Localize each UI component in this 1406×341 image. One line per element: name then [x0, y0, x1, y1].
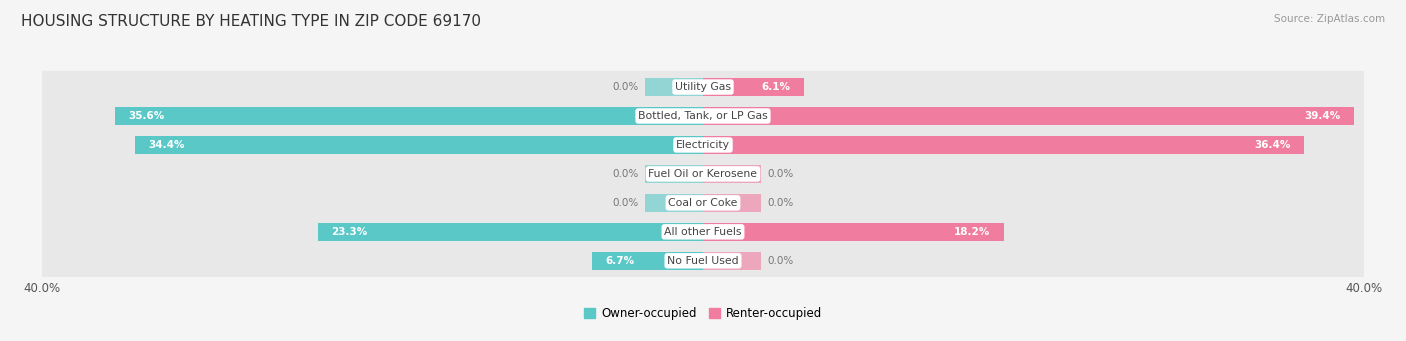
- Text: 0.0%: 0.0%: [613, 82, 638, 92]
- Text: 0.0%: 0.0%: [768, 256, 793, 266]
- Bar: [135, 136, 703, 154]
- Bar: [703, 136, 1305, 154]
- Text: Bottled, Tank, or LP Gas: Bottled, Tank, or LP Gas: [638, 111, 768, 121]
- Text: 0.0%: 0.0%: [768, 169, 793, 179]
- Text: Coal or Coke: Coal or Coke: [668, 198, 738, 208]
- Bar: [703, 252, 761, 270]
- FancyBboxPatch shape: [35, 244, 1371, 277]
- Text: 34.4%: 34.4%: [148, 140, 184, 150]
- Text: Utility Gas: Utility Gas: [675, 82, 731, 92]
- FancyBboxPatch shape: [35, 187, 1371, 219]
- Text: 0.0%: 0.0%: [613, 169, 638, 179]
- Text: 39.4%: 39.4%: [1305, 111, 1341, 121]
- Bar: [318, 223, 703, 241]
- Bar: [592, 252, 703, 270]
- FancyBboxPatch shape: [35, 100, 1371, 132]
- Bar: [703, 78, 804, 96]
- Bar: [703, 165, 761, 183]
- Text: Electricity: Electricity: [676, 140, 730, 150]
- Text: 18.2%: 18.2%: [955, 227, 990, 237]
- Bar: [645, 165, 703, 183]
- Text: 36.4%: 36.4%: [1254, 140, 1291, 150]
- Bar: [703, 194, 761, 212]
- Legend: Owner-occupied, Renter-occupied: Owner-occupied, Renter-occupied: [583, 307, 823, 320]
- FancyBboxPatch shape: [35, 71, 1371, 103]
- Text: 6.1%: 6.1%: [762, 82, 790, 92]
- Text: 35.6%: 35.6%: [128, 111, 165, 121]
- Bar: [115, 107, 703, 125]
- Text: 0.0%: 0.0%: [768, 198, 793, 208]
- FancyBboxPatch shape: [35, 216, 1371, 248]
- Bar: [703, 107, 1354, 125]
- Text: Source: ZipAtlas.com: Source: ZipAtlas.com: [1274, 14, 1385, 24]
- FancyBboxPatch shape: [35, 129, 1371, 161]
- Text: Fuel Oil or Kerosene: Fuel Oil or Kerosene: [648, 169, 758, 179]
- Text: 0.0%: 0.0%: [613, 198, 638, 208]
- Bar: [703, 223, 1004, 241]
- Text: HOUSING STRUCTURE BY HEATING TYPE IN ZIP CODE 69170: HOUSING STRUCTURE BY HEATING TYPE IN ZIP…: [21, 14, 481, 29]
- Bar: [645, 194, 703, 212]
- FancyBboxPatch shape: [35, 158, 1371, 190]
- Text: 23.3%: 23.3%: [332, 227, 367, 237]
- Text: All other Fuels: All other Fuels: [664, 227, 742, 237]
- Text: 6.7%: 6.7%: [606, 256, 634, 266]
- Text: No Fuel Used: No Fuel Used: [668, 256, 738, 266]
- Bar: [645, 78, 703, 96]
